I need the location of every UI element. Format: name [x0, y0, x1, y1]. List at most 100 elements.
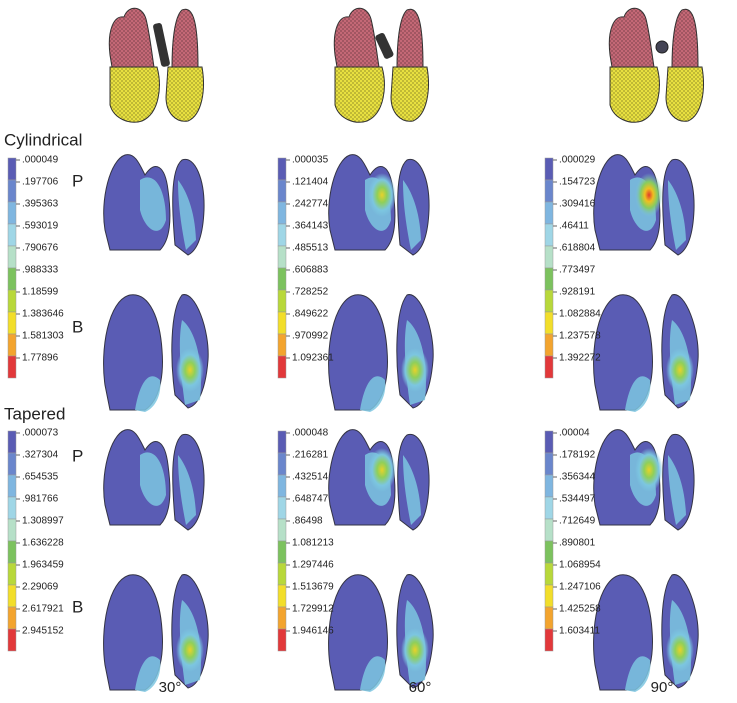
legend-swatch: [544, 289, 554, 313]
legend-swatch: [7, 606, 17, 630]
legend-swatch: [277, 496, 287, 520]
hot-spot: [176, 628, 204, 672]
hot-spot: [401, 348, 429, 392]
implant-model: [108, 7, 204, 123]
screw: [153, 22, 170, 67]
legend-swatch: [277, 223, 287, 247]
hot-spot: [635, 173, 663, 217]
legend-swatch: [544, 157, 554, 181]
legend-swatch: [7, 562, 17, 586]
legend-swatch: [544, 355, 554, 379]
legend-label: .790676: [22, 243, 59, 254]
legend-swatch: [7, 179, 17, 203]
legend-label: .395363: [22, 199, 59, 210]
mesh: [109, 8, 198, 68]
legend-swatch: [277, 584, 287, 608]
legend-label: 1.729912: [292, 604, 334, 615]
legend-swatch: [544, 606, 554, 630]
legend-swatch: [277, 518, 287, 542]
hot-spot: [176, 348, 204, 392]
legend-swatch: [277, 245, 287, 269]
implant-model: [333, 7, 429, 123]
legend-swatch: [7, 496, 17, 520]
buccal-view: [328, 574, 434, 692]
buccal-view: [103, 294, 209, 412]
view-label: P: [72, 171, 83, 190]
hot-spot: [401, 628, 429, 672]
legend-label: .356344: [559, 472, 596, 483]
legend-label: 1.392272: [559, 353, 601, 364]
mesh: [335, 67, 429, 123]
legend-swatch: [544, 333, 554, 357]
palatal-view: [103, 154, 205, 256]
legend-label: 1.247106: [559, 582, 601, 593]
legend-swatch: [544, 496, 554, 520]
legend-swatch: [277, 452, 287, 476]
implant-model: [608, 7, 704, 123]
legend-label: .534497: [559, 494, 596, 505]
legend-label: .890801: [559, 538, 596, 549]
legend-label: .432514: [292, 472, 329, 483]
buccal-view: [328, 294, 434, 412]
legend-label: .000048: [292, 428, 329, 439]
legend-swatch: [277, 157, 287, 181]
legend-swatch: [277, 311, 287, 335]
mesh: [609, 8, 698, 68]
legend-label: 1.603411: [559, 626, 600, 637]
legend-label: .773497: [559, 265, 596, 276]
legend-swatch: [544, 562, 554, 586]
legend-swatch: [277, 267, 287, 291]
legend-label: .970992: [292, 331, 329, 342]
legend-swatch: [7, 333, 17, 357]
view-label: B: [72, 317, 83, 336]
stress-zone: [140, 177, 196, 250]
hot-spot: [368, 173, 396, 217]
legend-swatch: [277, 474, 287, 498]
legend-swatch: [7, 311, 17, 335]
legend-label: .712649: [559, 516, 596, 527]
legend-label: 1.963459: [22, 560, 64, 571]
legend-label: .485513: [292, 243, 329, 254]
legend-label: 1.636228: [22, 538, 64, 549]
legend-swatch: [7, 474, 17, 498]
legend-swatch: [277, 179, 287, 203]
legend-swatch: [544, 584, 554, 608]
legend-swatch: [277, 606, 287, 630]
legend-swatch: [277, 333, 287, 357]
legend-label: .242774: [292, 199, 329, 210]
legend-swatch: [7, 584, 17, 608]
legend-label: .000035: [292, 155, 329, 166]
legend-label: .849622: [292, 309, 329, 320]
screw: [655, 40, 669, 54]
hot-spot: [666, 348, 694, 392]
legend-swatch: [7, 355, 17, 379]
legend-swatch: [544, 540, 554, 564]
legend-swatch: [544, 201, 554, 225]
legend-swatch: [7, 430, 17, 454]
legend-label: .000029: [559, 155, 596, 166]
legend-swatch: [277, 628, 287, 652]
legend-label: .928191: [559, 287, 596, 298]
legend-label: 1.946146: [292, 626, 334, 637]
legend-label: 1.581303: [22, 331, 64, 342]
mesh: [110, 67, 204, 123]
legend-label: .309416: [559, 199, 596, 210]
legend-label: .593019: [22, 221, 59, 232]
legend-label: 1.092361: [292, 353, 334, 364]
legend-swatch: [277, 201, 287, 225]
screw: [375, 32, 394, 59]
hot-spot: [368, 448, 396, 492]
legend-label: .606883: [292, 265, 329, 276]
legend-label: .197706: [22, 177, 59, 188]
legend-swatch: [7, 289, 17, 313]
legend-swatch: [7, 452, 17, 476]
mesh: [334, 8, 423, 68]
legend-label: 2.29069: [22, 582, 59, 593]
legend-swatch: [7, 201, 17, 225]
legend-label: .988333: [22, 265, 59, 276]
legend-swatch: [544, 311, 554, 335]
legend-label: .364143: [292, 221, 329, 232]
legend-label: 1.082884: [559, 309, 601, 320]
legend-swatch: [277, 540, 287, 564]
